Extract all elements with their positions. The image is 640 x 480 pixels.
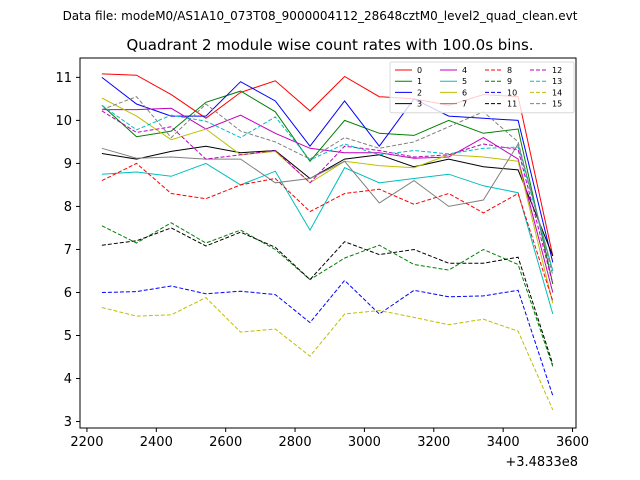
x-axis-ticks: 2200 2400 2600 2800 3000 3200 3400 3600 — [70, 428, 589, 450]
x-tick-label: 3000 — [348, 435, 381, 450]
legend-label-4: 4 — [462, 66, 467, 75]
series-line-4 — [101, 107, 554, 293]
figure-suptitle: Data file: modeM0/AS1A10_073T08_90000041… — [63, 9, 578, 23]
legend-label-7: 7 — [462, 100, 467, 109]
y-tick-label: 5 — [64, 329, 72, 344]
series-lines — [101, 73, 554, 411]
legend-label-14: 14 — [552, 88, 562, 97]
x-tick-label: 2600 — [209, 435, 242, 450]
series-line-14 — [101, 296, 554, 411]
x-tick-label: 3200 — [417, 435, 450, 450]
chart-title: Quadrant 2 module wise count rates with … — [126, 36, 533, 54]
series-line-8 — [101, 162, 554, 302]
y-tick-label: 4 — [64, 372, 72, 387]
series-line-15 — [101, 96, 554, 276]
legend-label-6: 6 — [462, 88, 467, 97]
legend-label-1: 1 — [417, 77, 422, 86]
legend-label-13: 13 — [552, 77, 562, 86]
legend-label-11: 11 — [507, 100, 517, 109]
legend-label-10: 10 — [507, 88, 517, 97]
axes-frame — [79, 57, 577, 429]
series-line-13 — [101, 104, 554, 272]
x-tick-label: 2800 — [279, 435, 312, 450]
series-line-7 — [101, 142, 554, 272]
x-tick-label: 2200 — [70, 435, 103, 450]
plot-area: 2200 2400 2600 2800 3000 3200 3400 3600 3 4 5 6 7 8 9… — [55, 57, 589, 470]
y-tick-label: 9 — [64, 157, 72, 172]
series-line-9 — [101, 222, 554, 367]
y-tick-label: 10 — [55, 114, 72, 129]
series-line-10 — [101, 279, 554, 396]
legend-box — [389, 61, 575, 114]
legend-label-12: 12 — [552, 66, 562, 75]
series-line-6 — [101, 97, 554, 304]
y-tick-label: 7 — [64, 243, 72, 258]
legend-label-15: 15 — [552, 100, 562, 109]
y-axis-ticks: 3 4 5 6 7 8 9 10 11 — [55, 71, 80, 430]
y-tick-label: 6 — [64, 286, 72, 301]
legend-label-9: 9 — [507, 77, 512, 86]
series-line-12 — [101, 110, 554, 285]
legend-label-3: 3 — [417, 100, 422, 109]
legend-label-5: 5 — [462, 77, 467, 86]
series-line-11 — [101, 227, 554, 365]
x-tick-label: 3600 — [556, 435, 589, 450]
series-line-3 — [101, 145, 554, 257]
x-axis-offset-label: +3.4833e8 — [505, 455, 578, 470]
y-tick-label: 11 — [55, 71, 72, 86]
legend-label-0: 0 — [417, 66, 422, 75]
x-tick-label: 3400 — [487, 435, 520, 450]
series-line-5 — [101, 162, 554, 315]
legend-label-2: 2 — [417, 88, 422, 97]
x-tick-label: 2400 — [140, 435, 173, 450]
legend-label-8: 8 — [507, 66, 512, 75]
y-tick-label: 3 — [64, 415, 72, 430]
y-tick-label: 8 — [64, 200, 72, 215]
series-line-1 — [101, 90, 554, 285]
